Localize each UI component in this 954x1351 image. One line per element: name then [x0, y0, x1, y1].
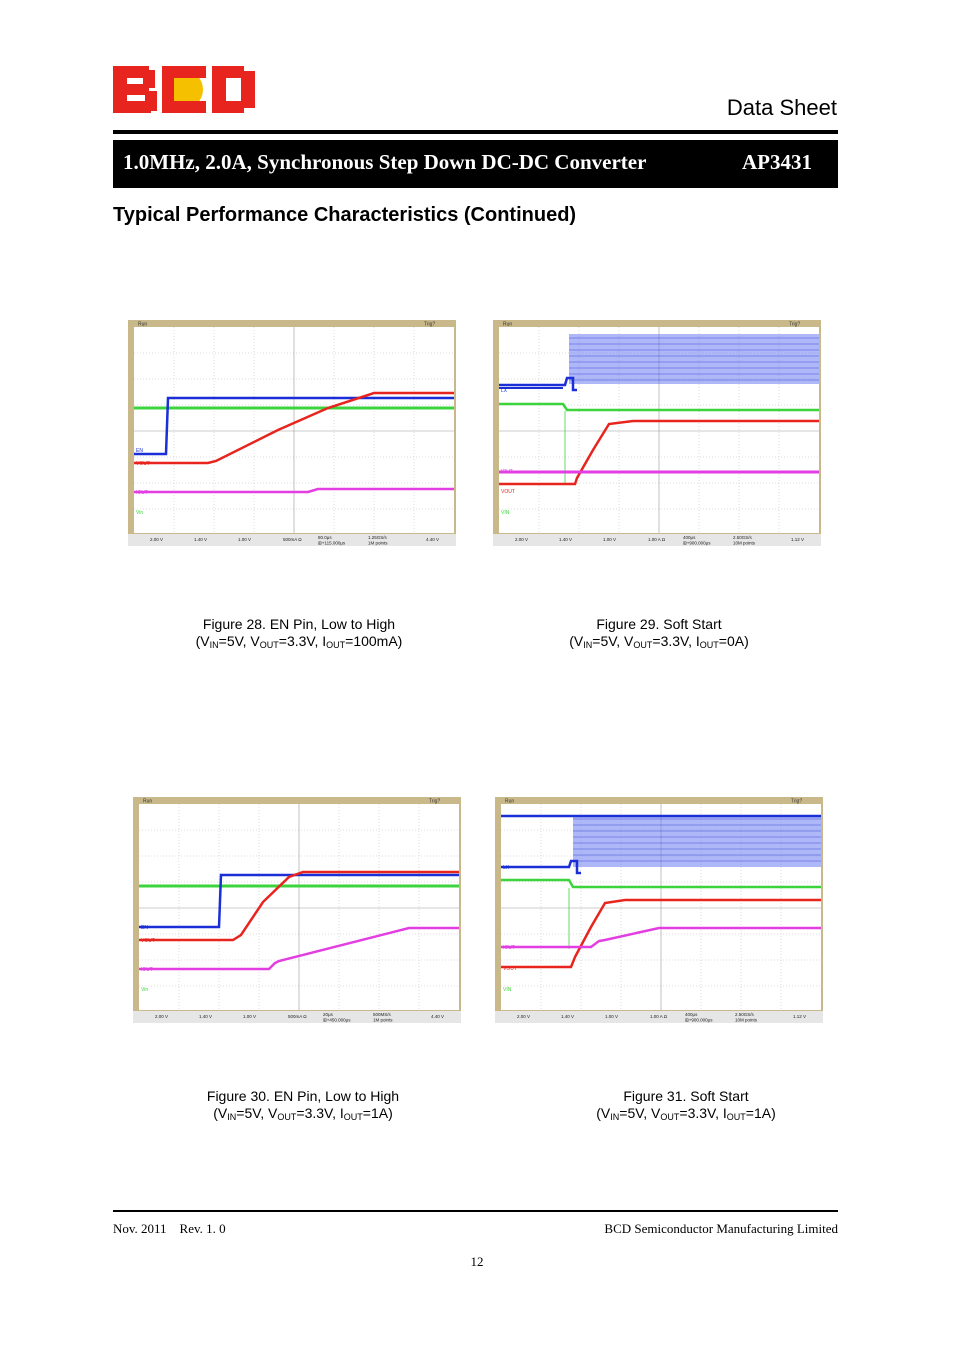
status-value: 10M points [733, 541, 756, 546]
status-value: 1M points [373, 1018, 393, 1023]
channel-label: Vin [136, 510, 143, 516]
status-value: 1.25GS/s [368, 535, 388, 540]
channel-label: VOUT [141, 938, 155, 944]
status-value: 2.50GS/s [735, 1012, 755, 1017]
footer-rule [113, 1210, 838, 1212]
scope-run-label: Run [505, 799, 514, 805]
status-value: 1.40 V [194, 537, 207, 542]
status-value: 1.00 V [243, 1014, 256, 1019]
status-value: 2.00 V [517, 1014, 530, 1019]
scope-figure-28: Run Trig? EN VOUT IOUT Vin 2.00 V 1.40 V… [128, 320, 456, 546]
doc-title: 1.0MHz, 2.0A, Synchronous Step Down DC-D… [123, 150, 647, 174]
channel-label: Vin [141, 987, 148, 993]
status-value: 1.12 V [793, 1014, 806, 1019]
status-value: 4.40 V [431, 1014, 444, 1019]
status-value: 1M points [368, 541, 388, 546]
caption-title: Figure 28. EN Pin, Low to High [202, 616, 396, 632]
scope-run-label: Run [138, 322, 147, 328]
status-value: 2.00 V [150, 537, 163, 542]
caption-conditions: (VIN=5V, VOUT=3.3V, IOUT=100mA) [195, 633, 403, 650]
channel-label: EN [136, 448, 143, 454]
status-value: 500MS/s [373, 1012, 392, 1017]
status-value: 20μs [323, 1012, 334, 1017]
status-value: 1.12 V [791, 537, 804, 542]
scope-trig-label: Trig? [429, 799, 440, 805]
status-value: ⊞+450.000μs [323, 1018, 351, 1023]
scope-trig-label: Trig? [424, 322, 435, 328]
part-number: AP3431 [742, 150, 812, 174]
channel-label: LX [501, 388, 508, 394]
status-value: 1.00 A Ω [648, 537, 666, 542]
caption-conditions: (VIN=5V, VOUT=3.3V, IOUT=0A) [569, 633, 749, 650]
page-number: 12 [470, 1254, 484, 1269]
section-title: Typical Performance Characteristics (Con… [113, 204, 577, 226]
scope-trig-label: Trig? [791, 799, 802, 805]
status-value: 2.00 V [515, 537, 528, 542]
footer-date-rev: Nov. 2011 Rev. 1. 0 [113, 1221, 226, 1236]
status-value: 10M points [735, 1018, 758, 1023]
status-value: 1.40 V [561, 1014, 574, 1019]
status-value: ⊞+900.000μs [683, 541, 711, 546]
status-value: 1.40 V [559, 537, 572, 542]
channel-label: IOUT [141, 967, 153, 973]
status-value: 1.40 V [199, 1014, 212, 1019]
doc-type: Data Sheet [726, 95, 837, 120]
header-rule [113, 130, 838, 134]
status-value: 400μs [683, 535, 696, 540]
status-value: 1.00 A Ω [650, 1014, 668, 1019]
scope-run-label: Run [503, 322, 512, 328]
scope-run-label: Run [143, 799, 152, 805]
channel-label: VOUT [501, 489, 515, 495]
channel-label: VIN [503, 987, 512, 993]
status-value: 2.50GS/s [733, 535, 753, 540]
channel-label: VOUT [136, 461, 150, 467]
scope-trig-label: Trig? [789, 322, 800, 328]
figure-caption: Figure 29. Soft Start (VIN=5V, VOUT=3.3V… [499, 616, 819, 654]
status-value: ⊞+115.000μs [318, 541, 346, 546]
caption-title: Figure 29. Soft Start [596, 616, 722, 632]
channel-label: IOUT [136, 490, 148, 496]
status-value: 1.00 V [238, 537, 251, 542]
status-value: 1.00 V [603, 537, 616, 542]
status-value: 500mA Ω [288, 1014, 307, 1019]
scope-figure-30: Run Trig? EN VOUT IOUT Vin 2.00 V 1.40 V… [133, 797, 461, 1023]
title-bar: 1.0MHz, 2.0A, Synchronous Step Down DC-D… [113, 140, 838, 188]
caption-conditions: (VIN=5V, VOUT=3.3V, IOUT=1A) [596, 1105, 776, 1122]
channel-label: VIN [501, 510, 510, 516]
status-value: 2.00 V [155, 1014, 168, 1019]
status-value: ⊞+900.000μs [685, 1018, 713, 1023]
figure-caption: Figure 30. EN Pin, Low to High (VIN=5V, … [143, 1088, 463, 1126]
status-value: 4.40 V [426, 537, 439, 542]
channel-label: IOUT [501, 469, 513, 475]
footer-company: BCD Semiconductor Manufacturing Limited [604, 1221, 838, 1236]
bcd-logo [113, 66, 255, 113]
channel-label: VOUT [503, 966, 517, 972]
status-value: 80.0μs [318, 535, 332, 540]
figure-caption: Figure 28. EN Pin, Low to High (VIN=5V, … [139, 616, 459, 654]
scope-figure-31: Run Trig? LX IOUT VOUT VIN 2.00 [495, 797, 823, 1023]
caption-conditions: (VIN=5V, VOUT=3.3V, IOUT=1A) [213, 1105, 393, 1122]
scope-figure-29: Run Trig? LX IOUT VOUT VIN 2.00 [493, 320, 821, 546]
status-value: 1.00 V [605, 1014, 618, 1019]
figure-caption: Figure 31. Soft Start (VIN=5V, VOUT=3.3V… [526, 1088, 846, 1126]
channel-label: EN [141, 925, 148, 931]
caption-title: Figure 31. Soft Start [623, 1088, 749, 1104]
caption-title: Figure 30. EN Pin, Low to High [206, 1088, 400, 1104]
channel-label: LX [503, 865, 510, 871]
status-value: 500mA Ω [283, 537, 302, 542]
status-value: 400μs [685, 1012, 698, 1017]
channel-label: IOUT [503, 945, 515, 951]
